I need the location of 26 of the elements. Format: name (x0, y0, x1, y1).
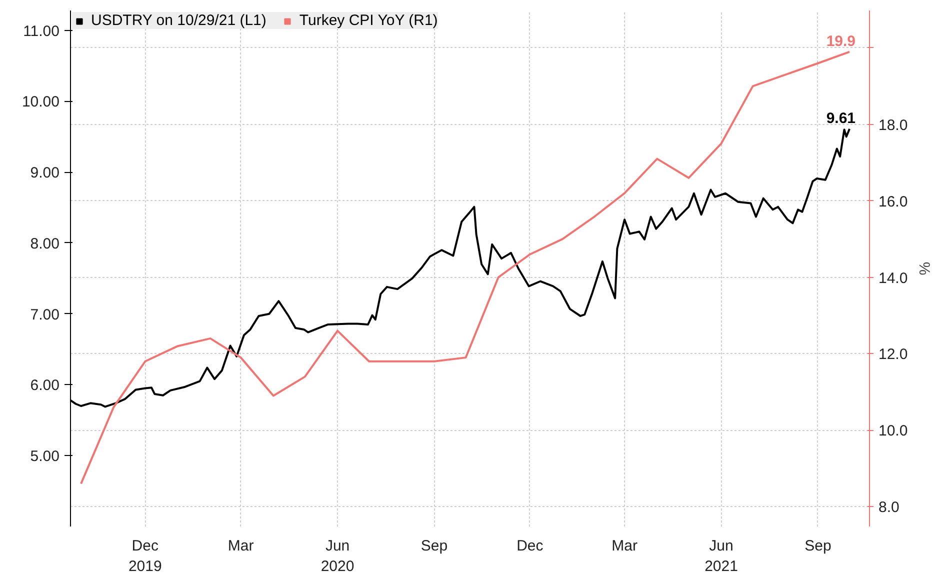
y-tick-label: 8.00 (30, 235, 60, 252)
x-tick-label: Sep (420, 538, 448, 554)
data-label: 9.61 (826, 110, 856, 127)
x-tick-label: Mar (228, 538, 254, 554)
legend-label: Turkey CPI YoY (R1) (299, 12, 438, 29)
x-tick-label: Jun 2021 (704, 538, 738, 575)
y-tick-label: 10.00 (22, 94, 60, 111)
y2-axis-title: % (916, 262, 933, 276)
legend-label: USDTRY on 10/29/21 (L1) (91, 12, 266, 29)
x-tick-label: Dec (516, 538, 544, 554)
y2-tick-label: 16.0 (878, 193, 908, 210)
x-tick-label: Dec 2019 (128, 538, 162, 575)
y-tick-label: 7.00 (30, 306, 60, 324)
y2-tick-label: 14.0 (878, 270, 908, 287)
y-tick-label: 6.00 (30, 377, 60, 394)
y-tick-label: 11.00 (23, 22, 60, 40)
x-tick-label: Jun 2020 (320, 538, 354, 575)
x-tick-label: Mar (612, 538, 638, 554)
x-tick-label: Sep (804, 538, 832, 554)
y-tick-label: 9.00 (30, 164, 60, 182)
y2-tick-label: 18.0 (878, 116, 908, 134)
y2-tick-label: 10.0 (878, 422, 908, 440)
y2-tick-label: 8.0 (878, 499, 900, 516)
y2-tick-label: 12.0 (878, 346, 908, 364)
y-tick-label: 5.00 (30, 448, 60, 466)
data-label: 19.9 (826, 32, 856, 50)
